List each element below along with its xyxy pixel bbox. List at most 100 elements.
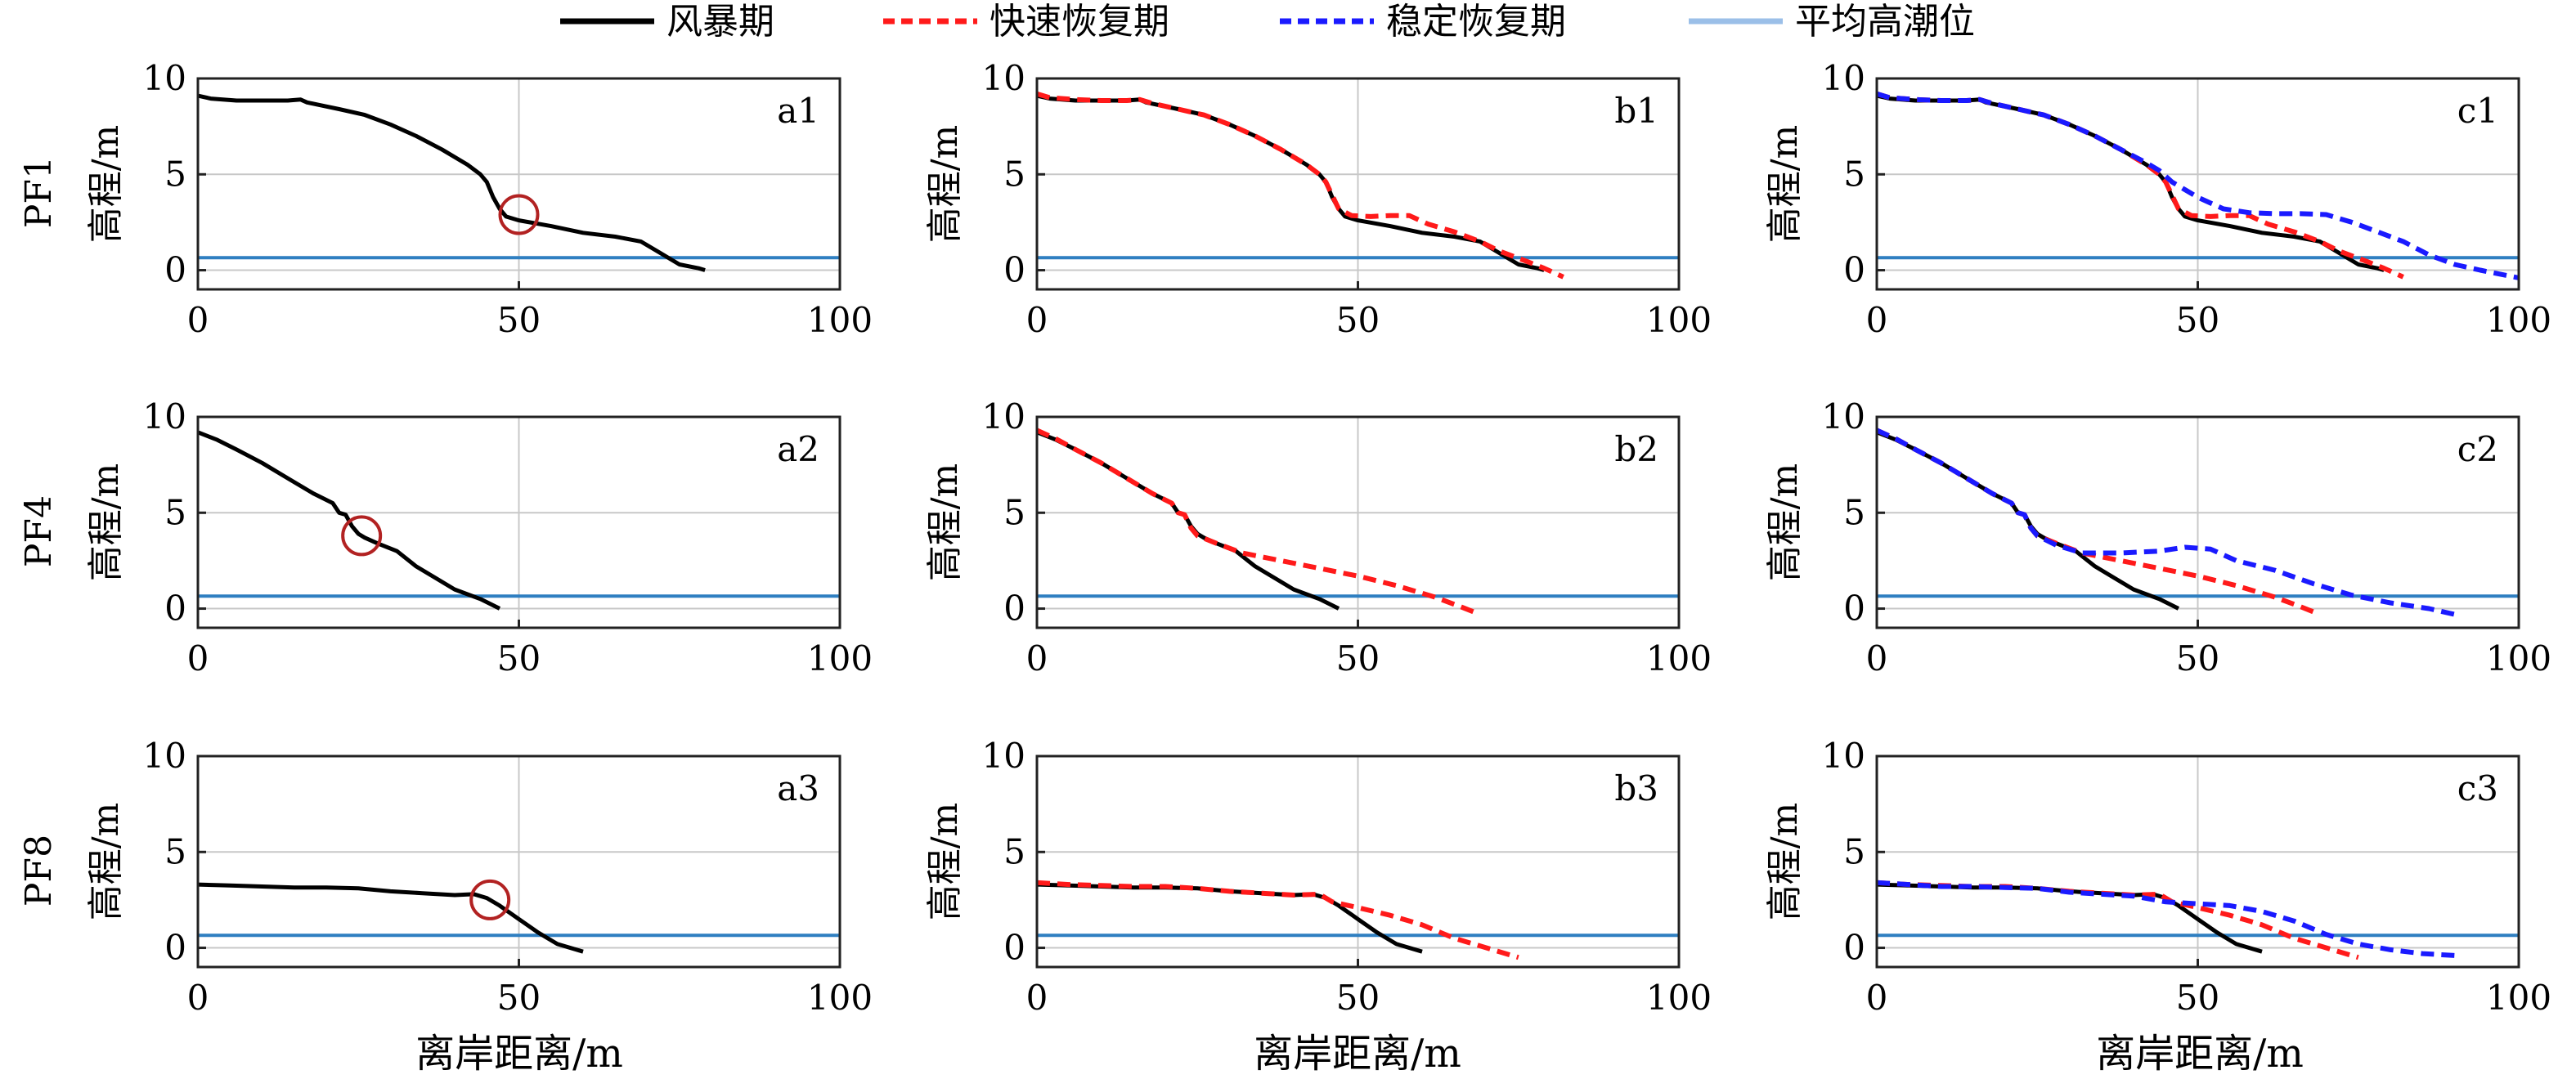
series-line-fast-recovery [1876, 91, 2404, 280]
panel-label: b2 [1614, 429, 1658, 469]
x-tick-label: 50 [497, 638, 541, 678]
x-tick-label: 50 [2176, 300, 2219, 340]
legend-label-storm: 风暴期 [666, 1, 774, 43]
panel-c2: 0 50 100 0 5 10 c2 高程/m [1764, 396, 2551, 678]
panel-b2: 0 50 100 0 5 10 b2 高程/m [924, 396, 1712, 678]
y-tick-label: 0 [1003, 928, 1025, 968]
legend-label-stable-recovery: 稳定恢复期 [1386, 1, 1566, 43]
series-line-fast-recovery [1035, 428, 1481, 617]
panel-label: a2 [777, 429, 819, 469]
x-tick-label: 50 [2176, 978, 2219, 1018]
x-tick-label: 100 [2486, 638, 2551, 678]
panel-b1: 0 50 100 0 5 10 b1 高程/m [924, 58, 1712, 340]
row-label-pf1: PF1 [18, 156, 60, 228]
y-tick-label: 10 [982, 58, 1025, 98]
x-tick-label: 100 [807, 300, 873, 340]
y-tick-label: 0 [164, 250, 186, 290]
x-axis-label-col-b: 离岸距离/m [1254, 1031, 1461, 1077]
panel-a2: 0 50 100 0 5 10 a2 高程/m [85, 396, 873, 678]
series-line-storm [197, 93, 706, 272]
series-line-storm [1876, 882, 2263, 954]
x-tick-label: 50 [1336, 300, 1380, 340]
series-line-storm [197, 882, 584, 954]
x-tick-label: 50 [497, 978, 541, 1018]
x-tick-label: 100 [807, 638, 873, 678]
x-tick-label: 100 [2486, 978, 2551, 1018]
panel-a1: 0 50 100 0 5 10 a1 高程/m [85, 58, 873, 340]
y-tick-label: 0 [1003, 589, 1025, 629]
x-tick-label: 0 [1026, 300, 1048, 340]
y-axis-label: 高程/m [1764, 125, 1806, 244]
y-tick-label: 10 [1822, 58, 1865, 98]
y-axis-label: 高程/m [924, 125, 966, 244]
legend-label-mean-high-water: 平均高潮位 [1795, 1, 1975, 43]
legend: 风暴期 快速恢复期 稳定恢复期 平均高潮位 [560, 1, 1975, 43]
y-tick-label: 0 [1843, 250, 1865, 290]
panel-a3: 0 50 100 0 5 10 a3 高程/m [85, 736, 873, 1018]
y-axis-label: 高程/m [1764, 803, 1806, 921]
y-axis-label: 高程/m [924, 463, 966, 582]
y-tick-label: 0 [164, 928, 186, 968]
x-tick-label: 100 [2486, 300, 2551, 340]
series-line-stable-recovery [1875, 428, 2456, 617]
y-axis-label: 高程/m [1764, 463, 1806, 582]
x-tick-label: 100 [1646, 300, 1712, 340]
x-tick-label: 0 [1866, 978, 1888, 1018]
x-tick-label: 0 [1026, 638, 1048, 678]
x-tick-label: 100 [1646, 978, 1712, 1018]
x-tick-label: 0 [187, 978, 209, 1018]
x-tick-label: 0 [1866, 300, 1888, 340]
y-tick-label: 5 [164, 154, 186, 194]
y-tick-label: 10 [982, 736, 1025, 776]
y-axis-label: 高程/m [85, 803, 127, 921]
panel-c3: 0 50 100 0 5 10 c3 高程/m [1764, 736, 2551, 1018]
y-tick-label: 0 [1843, 928, 1865, 968]
y-tick-label: 10 [143, 58, 186, 98]
x-tick-label: 0 [1026, 978, 1048, 1018]
x-tick-label: 0 [1866, 638, 1888, 678]
y-tick-label: 0 [164, 589, 186, 629]
y-tick-label: 5 [1003, 492, 1025, 532]
y-tick-label: 10 [1822, 736, 1865, 776]
highlight-circle [341, 515, 383, 557]
panel-b3: 0 50 100 0 5 10 b3 高程/m [924, 736, 1712, 1018]
series-line-fast-recovery [1036, 880, 1519, 960]
x-tick-label: 100 [1646, 638, 1712, 678]
highlight-circle [469, 879, 511, 920]
panel-label: b3 [1614, 768, 1658, 808]
series-line-fast-recovery [1036, 91, 1564, 280]
y-tick-label: 5 [1843, 492, 1865, 532]
x-axis-label-col-c: 离岸距离/m [2096, 1031, 2304, 1077]
y-tick-label: 10 [982, 396, 1025, 437]
y-tick-label: 5 [1003, 154, 1025, 194]
x-tick-label: 100 [807, 978, 873, 1018]
series-line-storm [197, 430, 501, 611]
row-label-pf8: PF8 [18, 835, 60, 907]
x-tick-label: 50 [1336, 638, 1380, 678]
panel-label: c3 [2457, 768, 2498, 808]
y-tick-label: 10 [1822, 396, 1865, 437]
y-tick-label: 10 [143, 736, 186, 776]
y-tick-label: 5 [1843, 154, 1865, 194]
x-axis-label-col-a: 离岸距离/m [415, 1031, 623, 1077]
legend-label-fast-recovery: 快速恢复期 [990, 1, 1169, 43]
series-line-stable-recovery [1876, 880, 2455, 958]
panel-label: a3 [777, 768, 819, 808]
y-axis-label: 高程/m [924, 803, 966, 921]
x-tick-label: 0 [187, 638, 209, 678]
x-tick-label: 50 [2176, 638, 2219, 678]
y-axis-label: 高程/m [85, 463, 127, 582]
panel-label: c2 [2457, 429, 2498, 469]
y-tick-label: 10 [143, 396, 186, 437]
x-tick-label: 50 [1336, 978, 1380, 1018]
panel-label: b1 [1614, 91, 1658, 131]
panel-label: a1 [777, 91, 819, 131]
series-line-stable-recovery [1876, 91, 2520, 280]
x-tick-label: 50 [497, 300, 541, 340]
y-tick-label: 0 [1003, 250, 1025, 290]
y-axis-label: 高程/m [85, 125, 127, 244]
x-tick-label: 0 [187, 300, 209, 340]
panel-label: c1 [2457, 91, 2498, 131]
y-tick-label: 5 [1843, 831, 1865, 871]
